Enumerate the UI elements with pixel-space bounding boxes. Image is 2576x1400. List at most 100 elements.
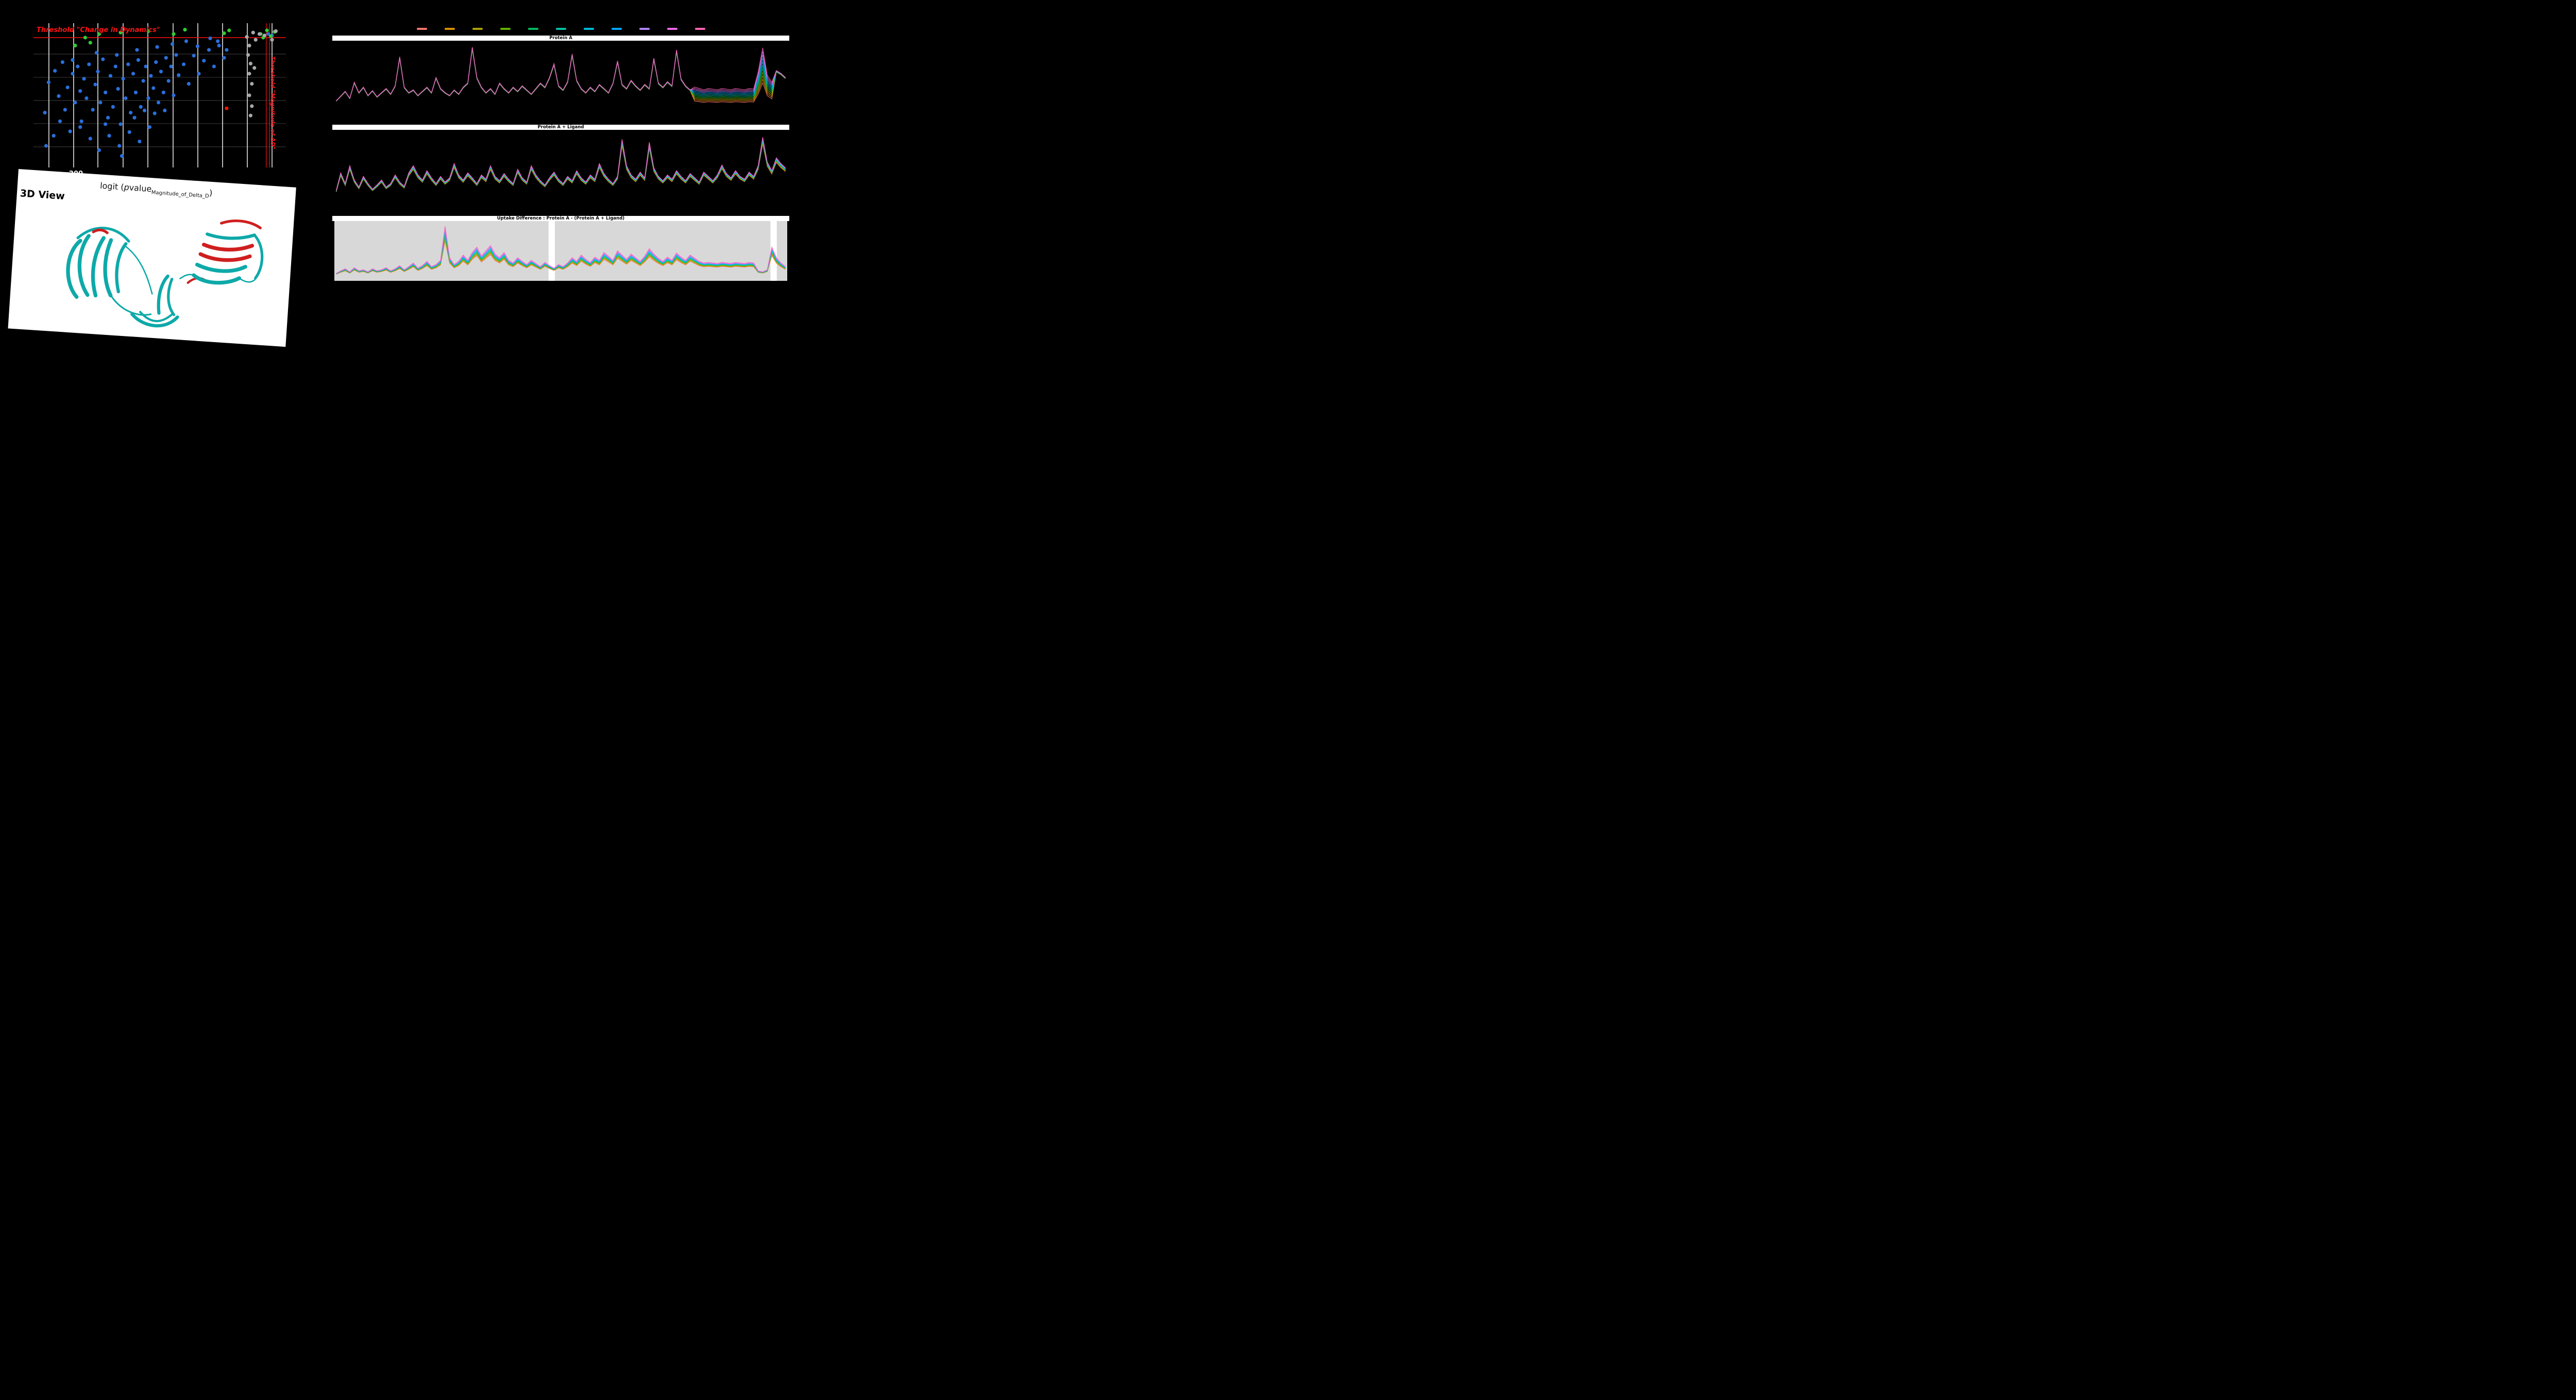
scatter-point[interactable]: [120, 154, 124, 158]
scatter-point[interactable]: [131, 72, 135, 76]
scatter-point[interactable]: [101, 57, 105, 61]
scatter-point[interactable]: [46, 80, 50, 85]
scatter-point[interactable]: [106, 115, 110, 120]
legend-key-4[interactable]: [500, 28, 511, 30]
scatter-point[interactable]: [147, 125, 151, 129]
scatter-point[interactable]: [161, 90, 165, 94]
scatter-point[interactable]: [78, 89, 82, 93]
scatter-point[interactable]: [169, 64, 173, 69]
legend-key-8[interactable]: [611, 28, 622, 30]
scatter-point[interactable]: [58, 119, 62, 123]
scatter-point[interactable]: [170, 42, 175, 46]
scatter-point[interactable]: [52, 133, 56, 138]
scatter-point[interactable]: [124, 96, 128, 100]
scatter-point[interactable]: [96, 70, 100, 74]
scatter-point[interactable]: [208, 36, 212, 40]
scatter-point[interactable]: [155, 45, 159, 49]
scatter-point[interactable]: [126, 62, 130, 66]
scatter-point[interactable]: [250, 104, 254, 108]
scatter-point[interactable]: [117, 144, 122, 148]
scatter-point[interactable]: [269, 34, 273, 38]
scatter-point[interactable]: [212, 64, 216, 69]
legend-key-5[interactable]: [528, 28, 538, 30]
scatter-point[interactable]: [181, 62, 186, 66]
scatter-point[interactable]: [146, 29, 150, 33]
scatter-point[interactable]: [197, 72, 201, 76]
scatter-point[interactable]: [118, 122, 123, 126]
scatter-point[interactable]: [53, 69, 57, 73]
scatter-point[interactable]: [132, 115, 137, 120]
legend-key-3[interactable]: [472, 28, 483, 30]
volcano-canvas[interactable]: [33, 23, 286, 167]
scatter-point[interactable]: [139, 105, 143, 109]
scatter-point[interactable]: [274, 29, 278, 33]
scatter-point[interactable]: [248, 61, 252, 65]
legend-key-6[interactable]: [555, 28, 566, 30]
volcano-plot[interactable]: Threshold "Change in Dynamics" Threshold…: [33, 23, 286, 178]
scatter-point[interactable]: [156, 100, 161, 105]
scatter-point[interactable]: [44, 144, 48, 148]
legend-key-10[interactable]: [667, 28, 677, 30]
scatter-point[interactable]: [177, 73, 181, 77]
scatter-point[interactable]: [68, 129, 72, 133]
scatter-point[interactable]: [108, 74, 113, 78]
scatter-point[interactable]: [129, 111, 133, 115]
scatter-point[interactable]: [107, 133, 111, 138]
scatter-point[interactable]: [104, 122, 108, 126]
scatter-point[interactable]: [251, 30, 255, 35]
scatter-point[interactable]: [152, 111, 157, 115]
scatter-point[interactable]: [184, 39, 189, 43]
scatter-point[interactable]: [65, 86, 70, 90]
scatter-point[interactable]: [253, 38, 258, 42]
legend-key-7[interactable]: [583, 28, 594, 30]
scatter-point[interactable]: [248, 113, 252, 117]
scatter-point[interactable]: [88, 41, 92, 45]
scatter-point[interactable]: [57, 94, 61, 98]
legend-key-1[interactable]: [416, 28, 427, 30]
legend-key-9[interactable]: [639, 28, 650, 30]
scatter-point[interactable]: [154, 60, 158, 64]
scatter-point[interactable]: [227, 28, 231, 32]
scatter-point[interactable]: [144, 64, 148, 69]
scatter-point[interactable]: [71, 72, 75, 76]
scatter-point[interactable]: [246, 53, 250, 57]
scatter-point[interactable]: [225, 106, 229, 110]
scatter-point[interactable]: [111, 105, 115, 109]
scatter-point[interactable]: [207, 48, 211, 52]
scatter-point[interactable]: [141, 79, 145, 83]
scatter-point[interactable]: [146, 96, 150, 100]
scatter-point[interactable]: [115, 53, 119, 57]
scatter-point[interactable]: [84, 96, 89, 100]
scatter-point[interactable]: [79, 119, 83, 123]
scatter-point[interactable]: [257, 32, 262, 36]
scatter-point[interactable]: [121, 77, 125, 81]
scatter-point[interactable]: [163, 108, 167, 112]
protein-ribbon-view[interactable]: [24, 200, 289, 346]
scatter-point[interactable]: [247, 93, 251, 97]
scatter-point[interactable]: [88, 137, 92, 141]
scatter-point[interactable]: [216, 39, 220, 43]
legend-key-2[interactable]: [444, 28, 455, 30]
scatter-point[interactable]: [195, 44, 200, 48]
legend-key-11[interactable]: [694, 28, 705, 30]
scatter-point[interactable]: [270, 38, 274, 42]
scatter-point[interactable]: [104, 90, 108, 94]
uptake-chart-protein-a[interactable]: [334, 41, 787, 120]
scatter-point[interactable]: [138, 140, 142, 144]
scatter-point[interactable]: [76, 64, 80, 69]
scatter-point[interactable]: [73, 100, 77, 105]
scatter-point[interactable]: [143, 108, 147, 112]
scatter-point[interactable]: [135, 48, 139, 52]
scatter-point[interactable]: [63, 108, 67, 112]
scatter-point[interactable]: [43, 111, 47, 115]
scatter-point[interactable]: [71, 58, 75, 62]
scatter-point[interactable]: [116, 87, 120, 91]
scatter-point[interactable]: [217, 43, 221, 47]
scatter-point[interactable]: [250, 82, 254, 86]
scatter-point[interactable]: [174, 53, 178, 57]
scatter-point[interactable]: [247, 43, 251, 47]
scatter-point[interactable]: [225, 48, 229, 52]
scatter-point[interactable]: [94, 50, 99, 55]
scatter-point[interactable]: [78, 125, 82, 129]
scatter-point[interactable]: [164, 56, 168, 60]
